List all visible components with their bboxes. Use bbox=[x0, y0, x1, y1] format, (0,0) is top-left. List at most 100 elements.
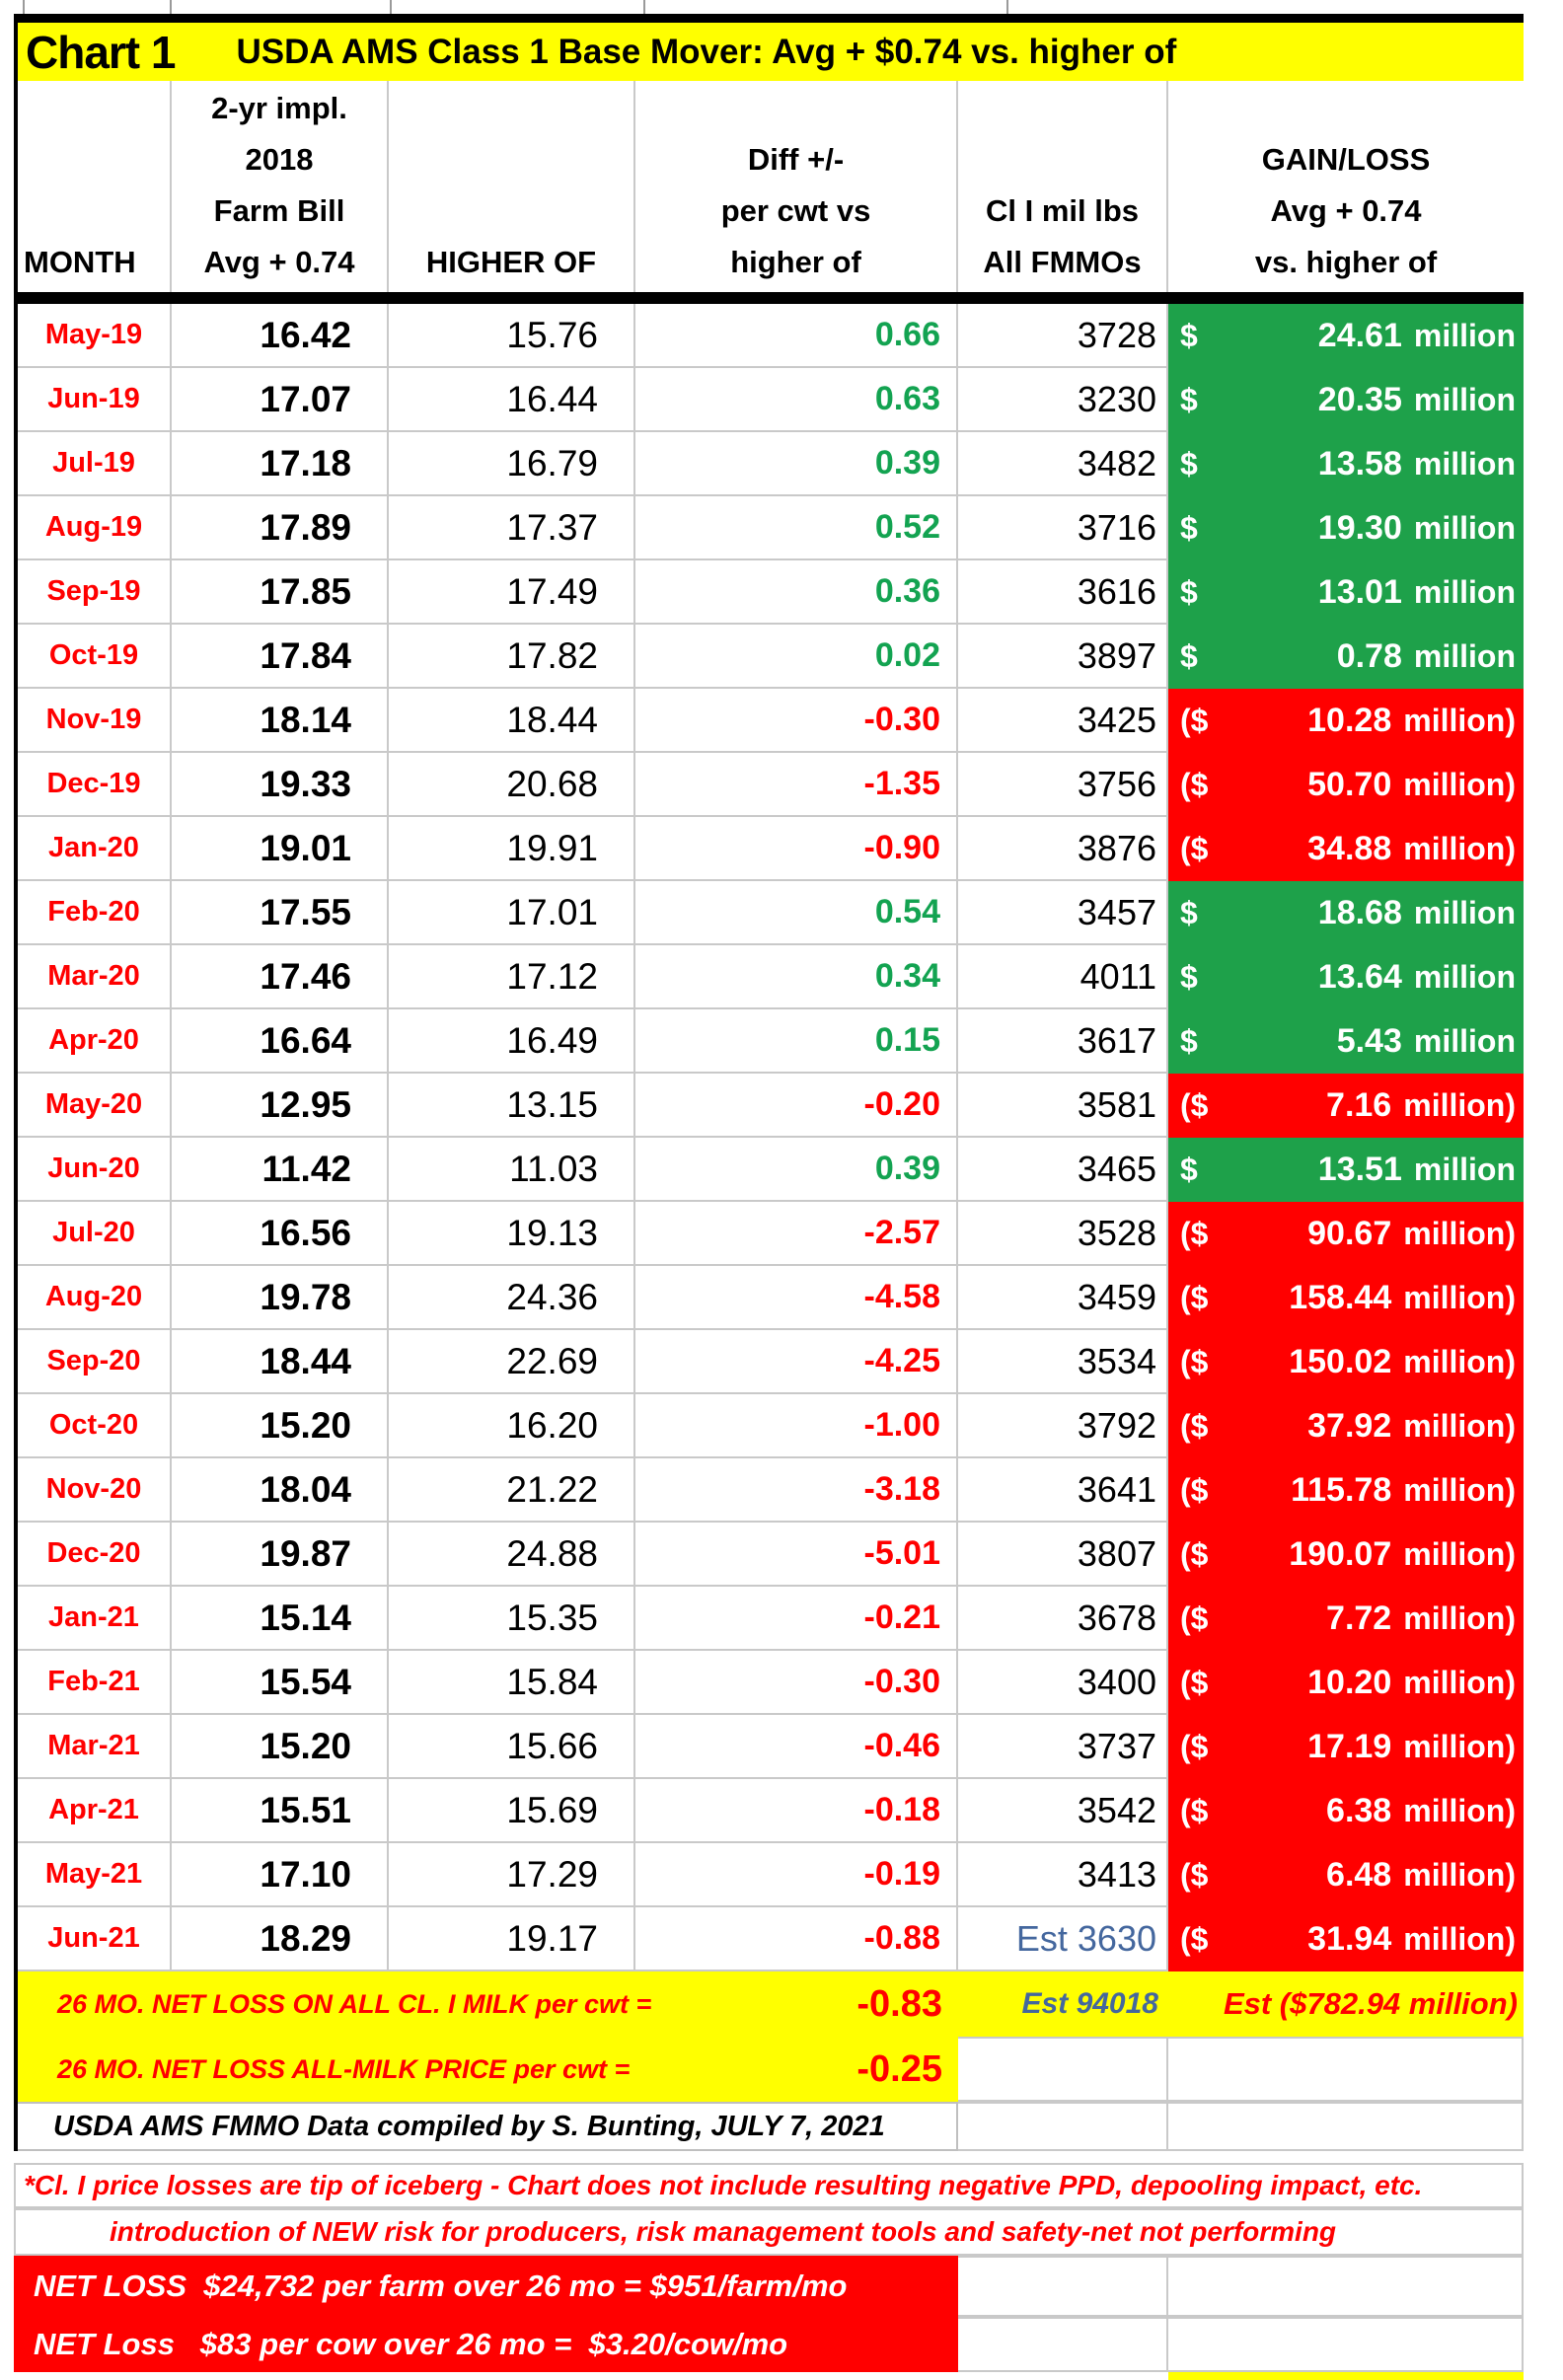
table-row: Jun-20 11.42 11.03 0.39 3465 $13.51 million bbox=[18, 1138, 1524, 1202]
avg-074-cell: 17.18 bbox=[172, 432, 389, 496]
diff-cell: 0.54 bbox=[635, 881, 958, 945]
avg-074-cell: 16.56 bbox=[172, 1202, 389, 1266]
currency-symbol: ($ bbox=[1180, 767, 1209, 802]
table-row: Dec-20 19.87 24.88 -5.01 3807 ($ 190.07 million… bbox=[18, 1523, 1524, 1587]
gain-loss-unit: million) bbox=[1403, 1600, 1516, 1636]
higher-of-cell: 19.13 bbox=[389, 1202, 635, 1266]
class1-volume-cell: 4011 bbox=[958, 945, 1168, 1009]
currency-symbol: $ bbox=[1180, 574, 1198, 610]
gain-loss-cell: ($ 190.07 million) bbox=[1168, 1523, 1524, 1587]
class1-volume-cell: 3413 bbox=[958, 1843, 1168, 1907]
diff-cell: -0.18 bbox=[635, 1779, 958, 1843]
net-loss-farm-row: NET LOSS $24,732 per farm over 26 mo = $… bbox=[14, 2256, 1524, 2317]
currency-symbol: ($ bbox=[1180, 703, 1209, 738]
gain-loss-value: 190.07 bbox=[1289, 1535, 1392, 1573]
summary-net-loss-cwt: -0.25 bbox=[856, 2047, 942, 2090]
gain-loss-unit: million bbox=[1413, 574, 1516, 610]
month-cell: Nov-20 bbox=[18, 1458, 172, 1523]
summary-label: 26 MO. NET LOSS ON ALL CL. I MILK per cw… bbox=[57, 1988, 652, 2019]
summary-gain-loss-estimate: Est ($782.94 million) bbox=[1223, 1986, 1518, 2021]
month-cell: Sep-19 bbox=[18, 560, 172, 625]
class1-volume-cell: 3792 bbox=[958, 1394, 1168, 1458]
month-cell: Jul-19 bbox=[18, 432, 172, 496]
higher-of-cell: 17.01 bbox=[389, 881, 635, 945]
summary-row-class1: 26 MO. NET LOSS ON ALL CL. I MILK per cw… bbox=[18, 1971, 1524, 2037]
gain-loss-cell: ($ 7.72 million) bbox=[1168, 1587, 1524, 1651]
gain-loss-cell: $19.30 million bbox=[1168, 496, 1524, 560]
higher-of-cell: 19.91 bbox=[389, 817, 635, 881]
class1-volume-cell: 3616 bbox=[958, 560, 1168, 625]
avg-074-cell: 17.10 bbox=[172, 1843, 389, 1907]
class1-volume-cell: 3534 bbox=[958, 1330, 1168, 1394]
class1-volume-cell: Est 3630 bbox=[958, 1907, 1168, 1971]
empty-cell bbox=[1168, 2102, 1524, 2151]
table-row: Jul-20 16.56 19.13 -2.57 3528 ($ 90.67 million) bbox=[18, 1202, 1524, 1266]
diff-cell: -0.21 bbox=[635, 1587, 958, 1651]
gain-loss-value: 150.02 bbox=[1289, 1343, 1392, 1380]
currency-symbol: ($ bbox=[1180, 1280, 1209, 1315]
gain-loss-value: 34.88 bbox=[1307, 830, 1392, 867]
gain-loss-unit: million) bbox=[1403, 1344, 1516, 1379]
cutoff-row-above bbox=[0, 0, 1563, 14]
gain-loss-unit: million) bbox=[1403, 1665, 1516, 1700]
table-header: MONTH 2-yr impl. 2018 Farm Bill Avg + 0.… bbox=[18, 81, 1524, 292]
higher-of-cell: 17.82 bbox=[389, 625, 635, 689]
spacer bbox=[0, 2151, 1563, 2163]
currency-symbol: $ bbox=[1180, 1152, 1198, 1187]
table-row: Apr-20 16.64 16.49 0.15 3617 $5.43 million bbox=[18, 1009, 1524, 1074]
gain-loss-unit: million) bbox=[1403, 1216, 1516, 1251]
gain-loss-value: 13.51 bbox=[1317, 1151, 1402, 1188]
currency-symbol: ($ bbox=[1180, 1216, 1209, 1251]
month-cell: Jan-20 bbox=[18, 817, 172, 881]
higher-of-cell: 21.22 bbox=[389, 1458, 635, 1523]
month-cell: May-20 bbox=[18, 1074, 172, 1138]
currency-symbol: ($ bbox=[1180, 1536, 1209, 1572]
table-row: Oct-20 15.20 16.20 -1.00 3792 ($ 37.92 million) bbox=[18, 1394, 1524, 1458]
diff-cell: -0.30 bbox=[635, 1651, 958, 1715]
month-cell: Aug-20 bbox=[18, 1266, 172, 1330]
table-row: Feb-20 17.55 17.01 0.54 3457 $18.68 million bbox=[18, 881, 1524, 945]
currency-symbol: $ bbox=[1180, 446, 1198, 482]
header-avg-074: 2-yr impl. 2018 Farm Bill Avg + 0.74 bbox=[172, 81, 389, 292]
class1-volume-cell: 3542 bbox=[958, 1779, 1168, 1843]
gain-loss-unit: million bbox=[1413, 959, 1516, 995]
gain-loss-cell: ($ 158.44 million) bbox=[1168, 1266, 1524, 1330]
gain-loss-cell: ($ 150.02 million) bbox=[1168, 1330, 1524, 1394]
gain-loss-cell: $13.51 million bbox=[1168, 1138, 1524, 1202]
avg-074-cell: 16.64 bbox=[172, 1009, 389, 1074]
higher-of-cell: 16.79 bbox=[389, 432, 635, 496]
currency-symbol: ($ bbox=[1180, 831, 1209, 866]
class1-volume-cell: 3459 bbox=[958, 1266, 1168, 1330]
net-loss-cow-text: NET Loss $83 per cow over 26 mo = $3.20/… bbox=[14, 2317, 958, 2372]
gain-loss-value: 17.19 bbox=[1307, 1728, 1392, 1765]
higher-of-cell: 18.44 bbox=[389, 689, 635, 753]
diff-cell: -0.88 bbox=[635, 1907, 958, 1971]
empty-cell bbox=[1168, 2256, 1524, 2317]
class1-volume-cell: 3728 bbox=[958, 304, 1168, 368]
gain-loss-value: 0.78 bbox=[1336, 637, 1402, 675]
gain-loss-value: 24.61 bbox=[1317, 317, 1402, 354]
currency-symbol: ($ bbox=[1180, 1600, 1209, 1636]
gain-loss-unit: million bbox=[1413, 382, 1516, 417]
gain-loss-cell: $0.78 million bbox=[1168, 625, 1524, 689]
higher-of-cell: 22.69 bbox=[389, 1330, 635, 1394]
higher-of-cell: 24.88 bbox=[389, 1523, 635, 1587]
avg-074-cell: 17.07 bbox=[172, 368, 389, 432]
gain-loss-value: 7.16 bbox=[1326, 1086, 1392, 1124]
table-row: Sep-19 17.85 17.49 0.36 3616 $13.01 million bbox=[18, 560, 1524, 625]
class1-volume-cell: 3641 bbox=[958, 1458, 1168, 1523]
table-row: Jul-19 17.18 16.79 0.39 3482 $13.58 million bbox=[18, 432, 1524, 496]
higher-of-cell: 15.84 bbox=[389, 1651, 635, 1715]
table-row: May-19 16.42 15.76 0.66 3728 $24.61 million bbox=[18, 304, 1524, 368]
avg-074-cell: 19.87 bbox=[172, 1523, 389, 1587]
gain-loss-value: 115.78 bbox=[1291, 1471, 1392, 1509]
chart-number-label: Chart 1 bbox=[26, 26, 176, 78]
class1-volume-cell: 3482 bbox=[958, 432, 1168, 496]
table-row: Dec-19 19.33 20.68 -1.35 3756 ($ 50.70 million) bbox=[18, 753, 1524, 817]
diff-cell: 0.52 bbox=[635, 496, 958, 560]
class1-volume-cell: 3737 bbox=[958, 1715, 1168, 1779]
gain-loss-cell: $13.58 million bbox=[1168, 432, 1524, 496]
avg-074-cell: 18.14 bbox=[172, 689, 389, 753]
gain-loss-cell: ($ 10.20 million) bbox=[1168, 1651, 1524, 1715]
